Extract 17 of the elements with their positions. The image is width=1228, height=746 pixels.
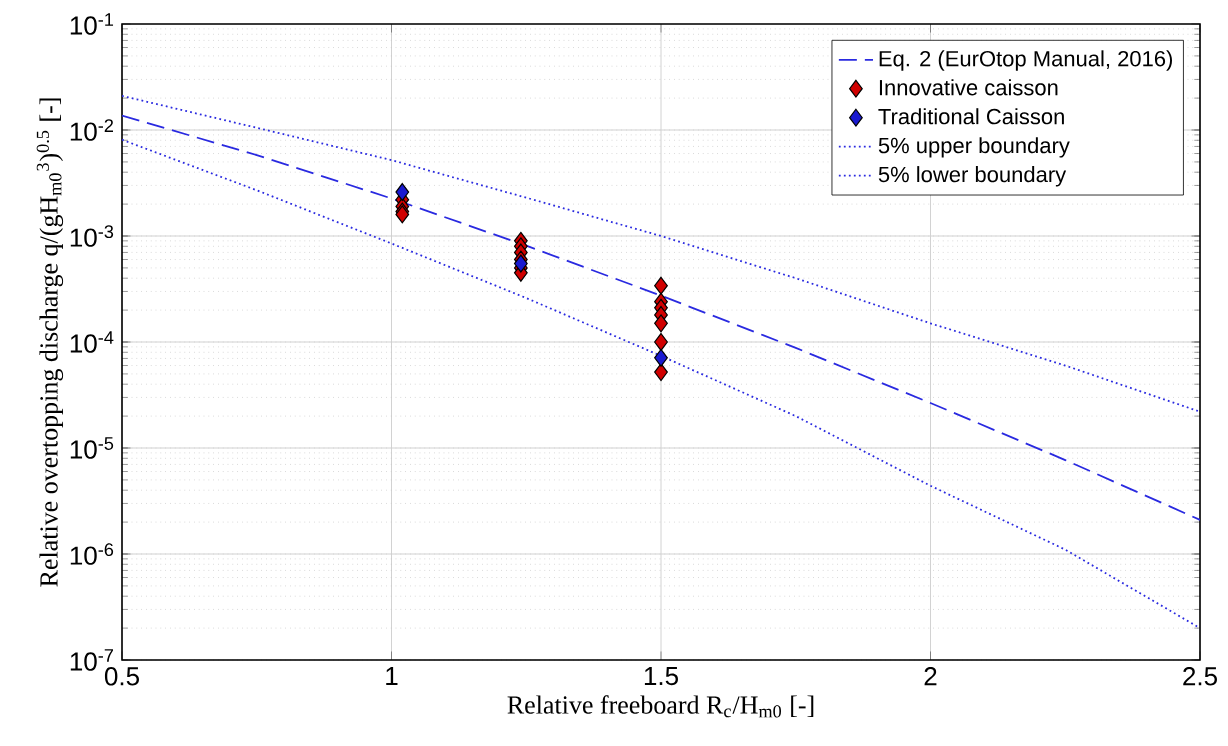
x-tick-label: 2.5 <box>1183 667 1217 686</box>
y-tick-label: 10$^{-5}$ <box>70 437 114 459</box>
x-tick-label: 2 <box>924 667 937 686</box>
legend-label: 5% upper boundary <box>878 137 1070 158</box>
y-tick-label: 10$^{-1}$ <box>70 13 114 35</box>
legend-label: 5% lower boundary <box>878 166 1067 187</box>
legend-label: Innovative caisson <box>879 79 1058 96</box>
x-axis-title: Relative freeboard R$_{c}$/H$_{m0}$ [-] <box>507 695 814 718</box>
x-tick-label: 1.5 <box>644 667 678 686</box>
legend-label: Traditional Caisson <box>878 108 1064 125</box>
x-tick-label: 1 <box>386 667 398 685</box>
y-axis-title: Relative overtopping discharge q/(gH$_{m0}$$^{3}$)$^{0.5}$ [-] <box>36 98 64 587</box>
y-tick-label: 10$^{-3}$ <box>70 225 114 247</box>
legend-label: Eq. 2 (EurOtop Manual, 2016) <box>879 50 1173 71</box>
y-tick-label: 10$^{-2}$ <box>70 119 113 141</box>
y-tick-label: 10$^{-6}$ <box>70 543 114 565</box>
y-tick-label: 10$^{-4}$ <box>70 331 114 353</box>
